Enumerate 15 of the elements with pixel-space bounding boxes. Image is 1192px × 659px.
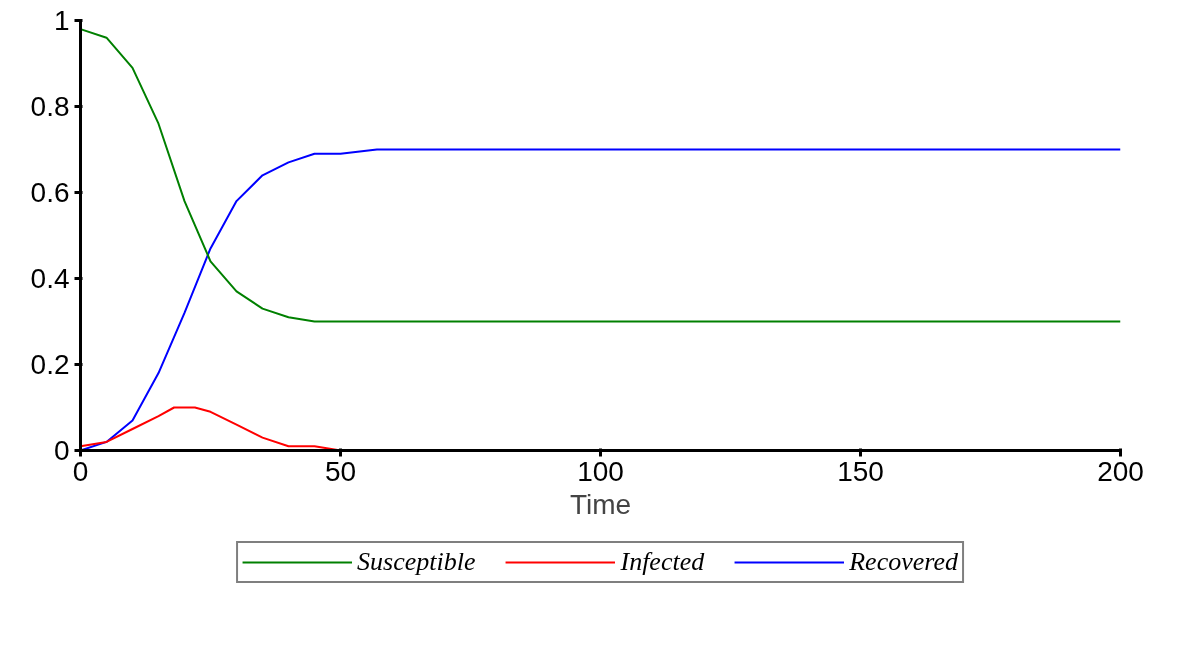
legend-label: Infected bbox=[620, 547, 705, 577]
legend-label: Susceptible bbox=[357, 547, 476, 577]
y-tick-label: 1 bbox=[53, 5, 70, 36]
x-axis-title: Time bbox=[569, 488, 632, 520]
legend-label: Recovered bbox=[849, 547, 958, 577]
line-series bbox=[80, 28, 1121, 323]
x-tick-label: 150 bbox=[837, 455, 884, 487]
y-tick-label: 0.6 bbox=[30, 177, 70, 208]
x-tick-label: 100 bbox=[577, 455, 624, 487]
x-tick-label: 50 bbox=[324, 455, 357, 487]
y-tick-label: 0 bbox=[53, 435, 70, 466]
y-tick-label: 0.4 bbox=[30, 263, 70, 294]
y-tick-label: 0.8 bbox=[30, 91, 70, 122]
y-tick-label: 0.2 bbox=[30, 349, 70, 380]
x-tick-label: 200 bbox=[1097, 455, 1144, 487]
